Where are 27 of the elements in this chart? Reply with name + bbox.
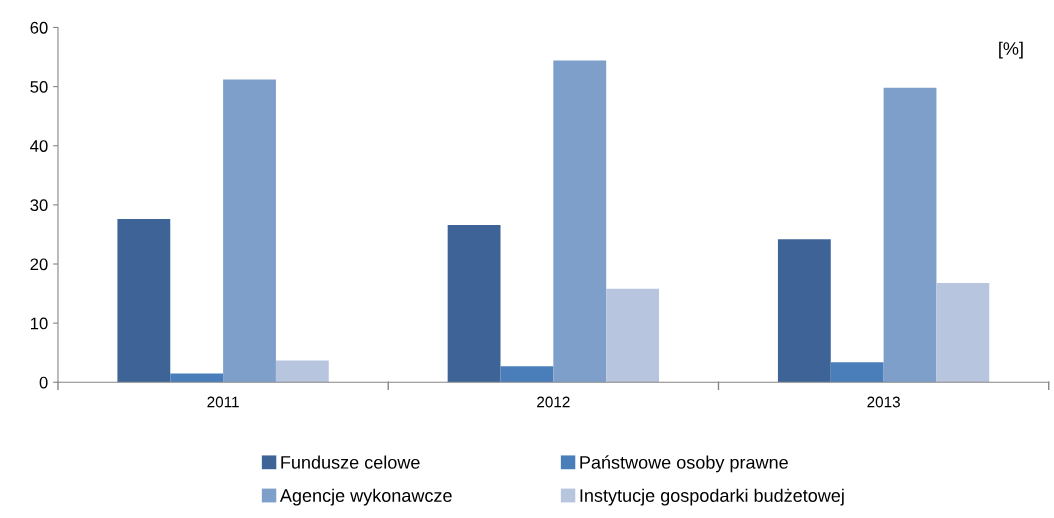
x-tick-label: 2011 xyxy=(207,396,239,408)
bar xyxy=(777,239,831,383)
x-tick-label: 2013 xyxy=(867,396,900,408)
bar xyxy=(553,60,607,383)
y-tick-label: 0 xyxy=(39,376,48,389)
bar xyxy=(500,366,554,383)
y-tick-label: 40 xyxy=(30,140,48,152)
y-tick-label: 20 xyxy=(30,258,48,271)
legend-label: Fundusze celowe xyxy=(281,455,420,469)
bar xyxy=(170,373,224,383)
legend-label: Instytucje gospodarki budżetowej xyxy=(580,488,844,506)
bar xyxy=(830,362,884,383)
legend-label: Państwowe osoby prawne xyxy=(580,455,788,473)
bar xyxy=(883,87,937,383)
bar xyxy=(606,288,660,383)
y-tick-label: 60 xyxy=(30,21,48,34)
bar xyxy=(117,219,171,383)
annotation: [%] xyxy=(999,41,1023,59)
bar xyxy=(447,224,501,383)
y-tick-label: 10 xyxy=(30,317,48,330)
y-tick-label: 50 xyxy=(30,80,48,93)
x-tick-label: 2012 xyxy=(537,396,570,408)
y-tick-label: 30 xyxy=(30,199,48,212)
bar xyxy=(223,79,276,383)
bar xyxy=(275,360,329,383)
bar xyxy=(936,282,990,383)
legend-label: Agencje wykonawcze xyxy=(279,488,452,506)
